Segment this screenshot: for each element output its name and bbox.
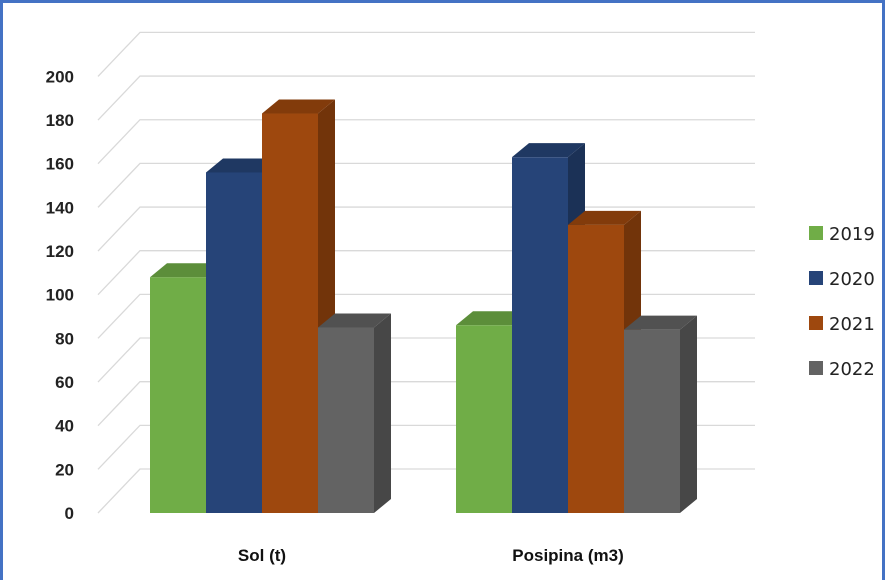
x-category-label: Posipina (m3) bbox=[512, 546, 623, 565]
legend-swatch bbox=[809, 361, 823, 375]
gridline bbox=[97, 119, 755, 165]
bar-side bbox=[680, 315, 697, 513]
bar-front bbox=[318, 327, 374, 513]
y-tick-label: 40 bbox=[55, 417, 74, 436]
gridline bbox=[97, 31, 755, 77]
y-tick-label: 140 bbox=[46, 198, 74, 217]
x-category-label: Sol (t) bbox=[238, 546, 286, 565]
bar-top bbox=[206, 158, 279, 173]
bar-top bbox=[150, 263, 223, 278]
y-tick-label: 0 bbox=[65, 504, 74, 523]
legend-swatch bbox=[809, 271, 823, 285]
bar-top bbox=[512, 143, 585, 158]
legend-swatch bbox=[809, 226, 823, 240]
y-tick-label: 20 bbox=[55, 460, 74, 479]
legend-label: 2019 bbox=[829, 224, 875, 245]
bar-front bbox=[206, 172, 262, 513]
bar-front bbox=[456, 325, 512, 513]
bar bbox=[318, 313, 391, 513]
bar bbox=[624, 315, 697, 513]
bar-front bbox=[568, 224, 624, 513]
bar-side bbox=[374, 313, 391, 513]
bars bbox=[150, 99, 697, 514]
legend-label: 2020 bbox=[829, 269, 875, 290]
bar-top bbox=[318, 313, 391, 328]
y-axis-ticks: 0 20 40 60 80 100 120 140 160 180 200 bbox=[46, 67, 74, 523]
y-tick-label: 200 bbox=[46, 67, 74, 86]
gridlines bbox=[97, 31, 755, 514]
y-tick-label: 160 bbox=[46, 155, 74, 174]
y-tick-label: 100 bbox=[46, 286, 74, 305]
bar-top bbox=[262, 99, 335, 114]
y-tick-label: 60 bbox=[55, 373, 74, 392]
bar-front bbox=[150, 277, 206, 513]
bar-chart: 0 20 40 60 80 100 120 140 160 180 200 Sol (t) Posip… bbox=[46, 31, 875, 565]
bar-top bbox=[456, 311, 529, 326]
y-tick-label: 80 bbox=[55, 329, 74, 348]
legend-label: 2021 bbox=[829, 314, 875, 335]
gridline bbox=[97, 75, 755, 121]
bar-front bbox=[262, 113, 318, 514]
gridline bbox=[97, 206, 755, 252]
legend: 2019 2020 2021 2022 bbox=[809, 224, 875, 380]
bar-front bbox=[624, 329, 680, 513]
gridline bbox=[97, 162, 755, 208]
y-tick-label: 180 bbox=[46, 111, 74, 130]
bar-top bbox=[624, 315, 697, 330]
legend-label: 2022 bbox=[829, 359, 875, 380]
bar-top bbox=[568, 210, 641, 225]
legend-swatch bbox=[809, 316, 823, 330]
x-axis-categories: Sol (t) Posipina (m3) bbox=[238, 546, 624, 565]
bar-front bbox=[512, 157, 568, 513]
y-tick-label: 120 bbox=[46, 242, 74, 261]
